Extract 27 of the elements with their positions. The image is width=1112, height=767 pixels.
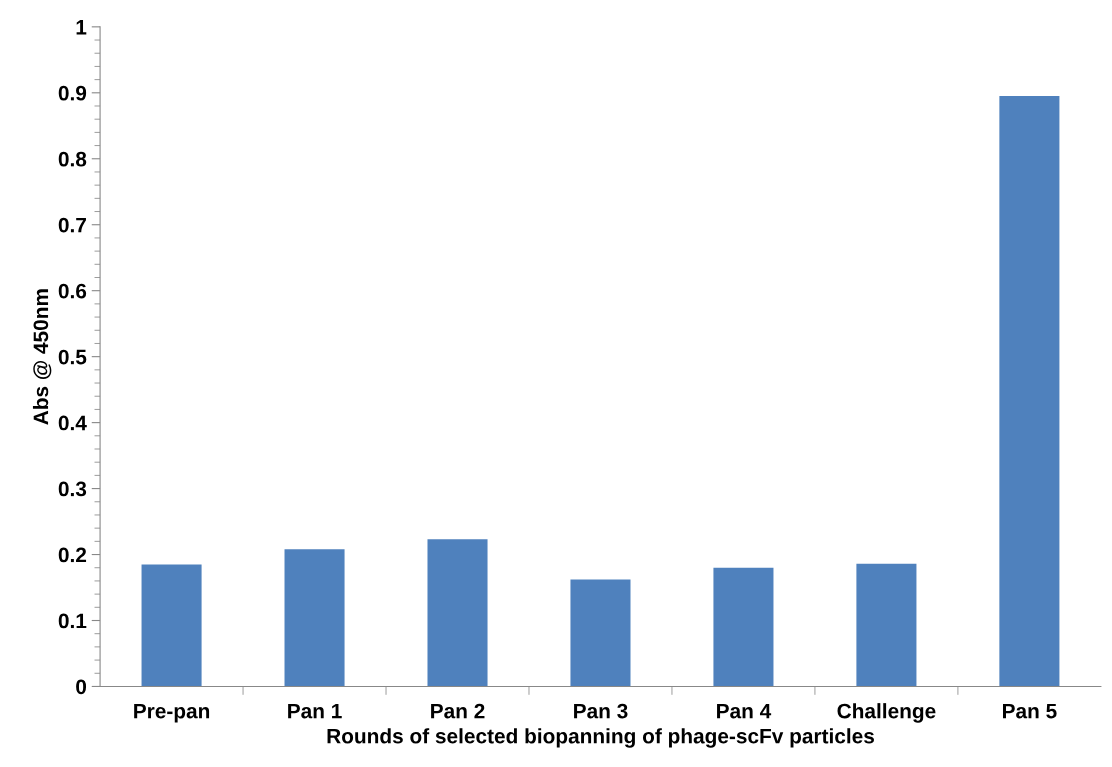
bar — [856, 563, 917, 687]
y-tick-label: 0.4 — [58, 415, 87, 431]
x-tick-label: Pan 1 — [288, 703, 342, 719]
x-tick-label: Pan 2 — [431, 703, 485, 719]
y-tick-label: 0 — [76, 679, 87, 695]
x-tick-label: Pre-pan — [134, 703, 210, 723]
y-axis-title: Abs @ 450nm — [32, 289, 52, 425]
bar — [427, 539, 488, 687]
bar — [713, 567, 774, 687]
y-tick-label: 0.8 — [58, 151, 87, 167]
x-tick-label: Pan 4 — [717, 703, 772, 719]
y-tick-label: 0.9 — [58, 85, 87, 101]
y-tick-label: 0.5 — [58, 349, 87, 365]
y-tick-label: 1 — [76, 20, 87, 35]
y-tick-label: 0.3 — [58, 481, 87, 497]
bar — [999, 96, 1060, 687]
y-tick-label: 0.7 — [58, 217, 86, 233]
x-tick-label: Pan 5 — [1003, 703, 1057, 719]
bar — [570, 579, 631, 687]
y-tick-label: 0.2 — [58, 547, 87, 563]
x-axis-title: Rounds of selected biopanning of phage-scFv particles — [327, 728, 874, 748]
x-tick-label: Challenge — [837, 703, 936, 723]
bar — [141, 564, 202, 687]
y-tick-label: 0.1 — [58, 613, 87, 629]
x-tick-label: Pan 3 — [574, 703, 628, 719]
y-tick-label: 0.6 — [58, 283, 87, 299]
bar — [284, 549, 345, 687]
